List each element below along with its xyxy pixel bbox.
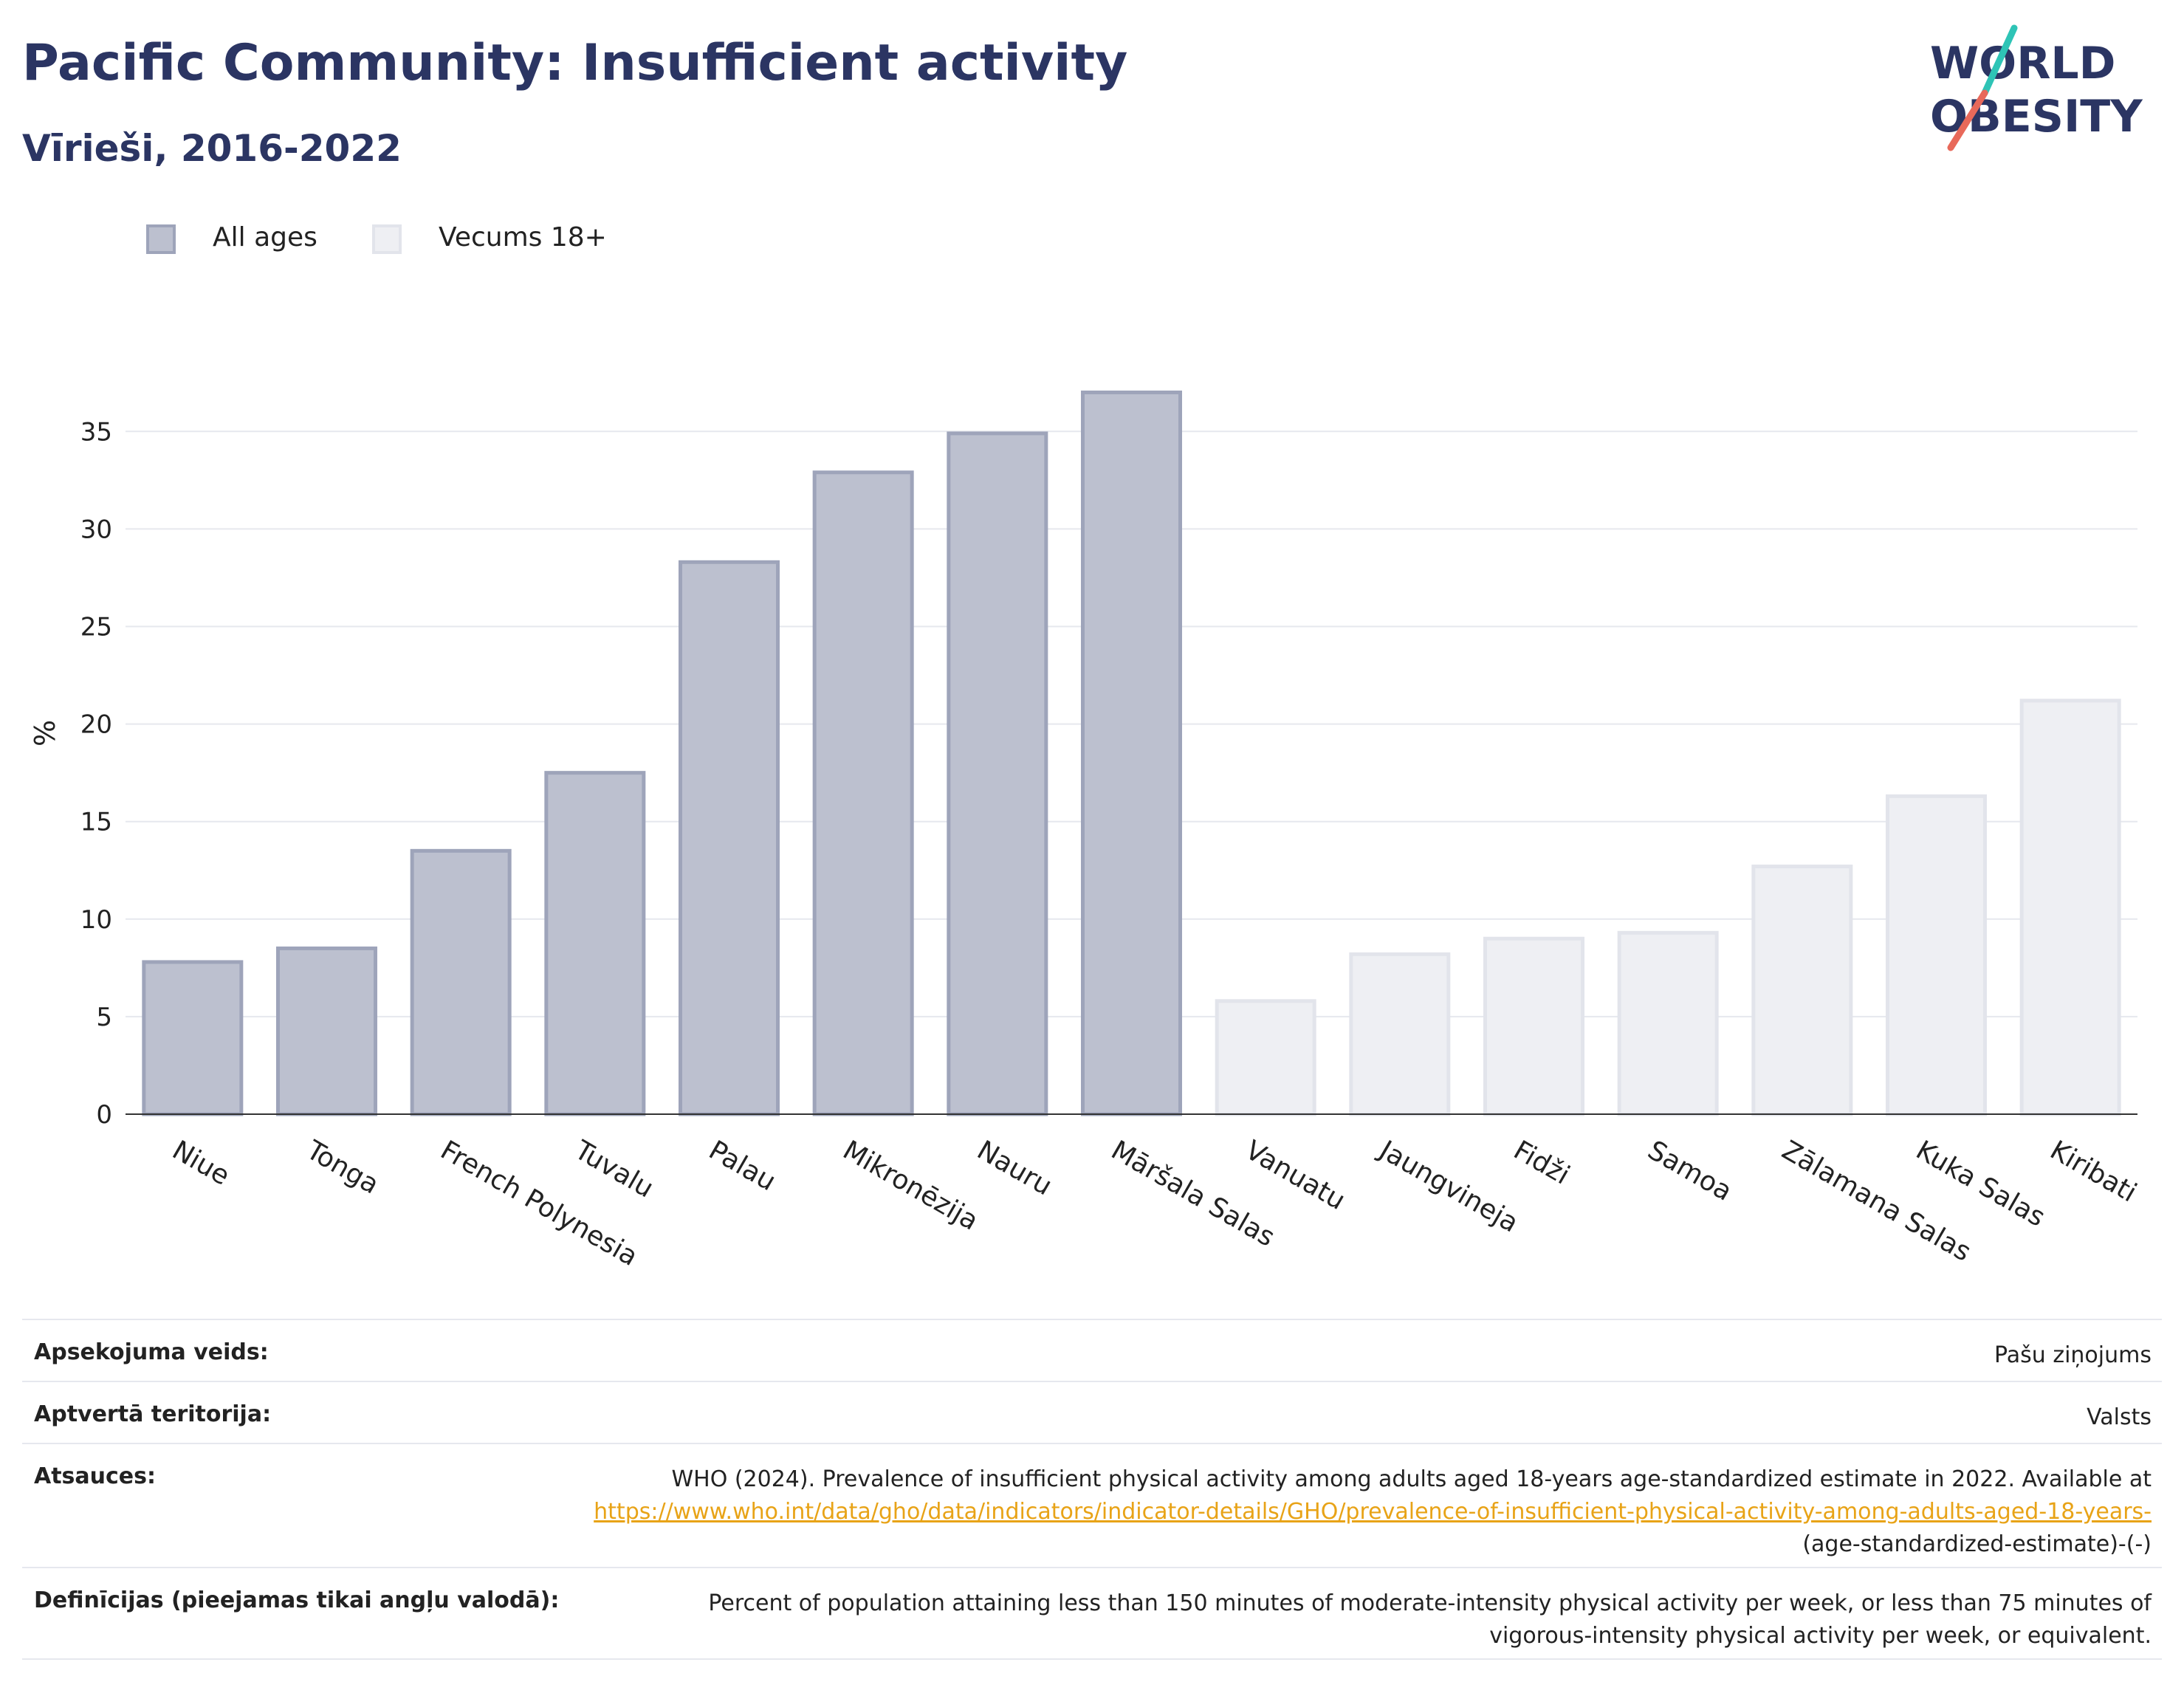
y-tick-label-20: 20 (80, 710, 112, 740)
y-tick-label-35: 35 (80, 417, 112, 447)
legend-label-age-18: Vecums 18+ (439, 222, 607, 253)
bar-tuvalu[interactable] (544, 771, 646, 1116)
bar-vanuatu[interactable] (1215, 999, 1316, 1116)
references-text: WHO (2024). Prevalence of insufficient p… (671, 1466, 2152, 1492)
logo-slash-bottom (1947, 89, 1988, 151)
y-tick-label-15: 15 (80, 808, 112, 837)
legend-swatch-all-ages (146, 224, 176, 254)
references-label: Atsauces: (34, 1463, 156, 1489)
coverage-label: Aptvertā teritorija: (34, 1401, 272, 1427)
definitions-row: Definīcijas (pieejamas tikai angļu valod… (22, 1567, 2162, 1660)
definitions-value: Percent of population attaining less tha… (708, 1590, 2152, 1649)
legend-swatch-age-18 (372, 224, 402, 254)
y-tick-label-25: 25 (80, 613, 112, 642)
references-suffix: (age-standardized-estimate)-(-) (1802, 1531, 2152, 1557)
coverage-row: Aptvertā teritorija: Valsts (22, 1381, 2162, 1443)
bar-french-polynesia[interactable] (410, 848, 512, 1116)
x-tick-label-palau: Palau (704, 1135, 781, 1197)
bar-zalamana-salas[interactable] (1751, 864, 1853, 1116)
bar-samoa[interactable] (1617, 930, 1719, 1116)
y-tick-label-5: 5 (96, 1003, 112, 1032)
logo-line-1: WORLD (1930, 38, 2115, 89)
bar-marsala-salas[interactable] (1081, 390, 1182, 1116)
references-row: Atsauces: WHO (2024). Prevalence of insu… (22, 1443, 2162, 1567)
x-tick-label-mikronezija: Mikronēzija (838, 1135, 983, 1236)
x-tick-label-samoa: Samoa (1643, 1135, 1737, 1207)
info-table: Apsekojuma veids: Pašu ziņojums Aptvertā… (22, 1319, 2162, 1660)
bar-kiribati[interactable] (2019, 698, 2121, 1116)
y-tick-label-30: 30 (80, 515, 112, 544)
x-tick-label-tuvalu: Tuvalu (569, 1135, 658, 1204)
bar-niue[interactable] (142, 960, 244, 1116)
bar-mikronezija[interactable] (812, 470, 914, 1116)
survey-type-row: Apsekojuma veids: Pašu ziņojums (22, 1319, 2162, 1381)
x-tick-label-jaungvineja: Jaungvineja (1373, 1134, 1524, 1238)
survey-type-label: Apsekojuma veids: (34, 1339, 269, 1365)
x-tick-label-vanuatu: Vanuatu (1240, 1135, 1350, 1216)
definitions-label: Definīcijas (pieejamas tikai angļu valod… (34, 1587, 560, 1613)
y-tick-label-0: 0 (96, 1100, 112, 1130)
bar-jaungvineja[interactable] (1349, 952, 1451, 1116)
x-tick-label-fidzi: Fidži (1508, 1135, 1575, 1190)
bar-fidzi[interactable] (1483, 936, 1584, 1116)
y-axis-ticks: 0 5 10 15 20 25 30 35 (80, 417, 112, 1130)
chart-title: Pacific Community: Insufficient activity (22, 34, 1128, 92)
world-obesity-logo: WORLD OBESITY (1930, 24, 2143, 151)
bar-kuka-salas[interactable] (1886, 794, 1987, 1116)
coverage-value: Valsts (2087, 1404, 2152, 1430)
survey-type-value: Pašu ziņojums (1994, 1342, 2152, 1368)
references-link[interactable]: https://www.who.int/data/gho/data/indica… (594, 1499, 2152, 1525)
y-tick-label-10: 10 (80, 905, 112, 935)
bar-nauru[interactable] (947, 431, 1048, 1116)
bar-tonga[interactable] (276, 946, 377, 1116)
chart-subtitle: Vīrieši, 2016-2022 (22, 127, 402, 170)
x-tick-label-tonga: Tonga (301, 1135, 384, 1201)
bar-palau[interactable] (679, 560, 780, 1116)
references-value: WHO (2024). Prevalence of insufficient p… (571, 1463, 2152, 1561)
logo-line-2: OBESITY (1930, 91, 2143, 143)
x-tick-label-niue: Niue (167, 1135, 234, 1191)
logo-slash-top (1981, 24, 2018, 97)
x-tick-label-nauru: Nauru (972, 1135, 1057, 1201)
y-axis-title: % (29, 720, 61, 746)
legend-label-all-ages: All ages (213, 222, 317, 253)
bars (142, 390, 2121, 1116)
x-tick-label-kiribati: Kiribati (2045, 1135, 2142, 1208)
